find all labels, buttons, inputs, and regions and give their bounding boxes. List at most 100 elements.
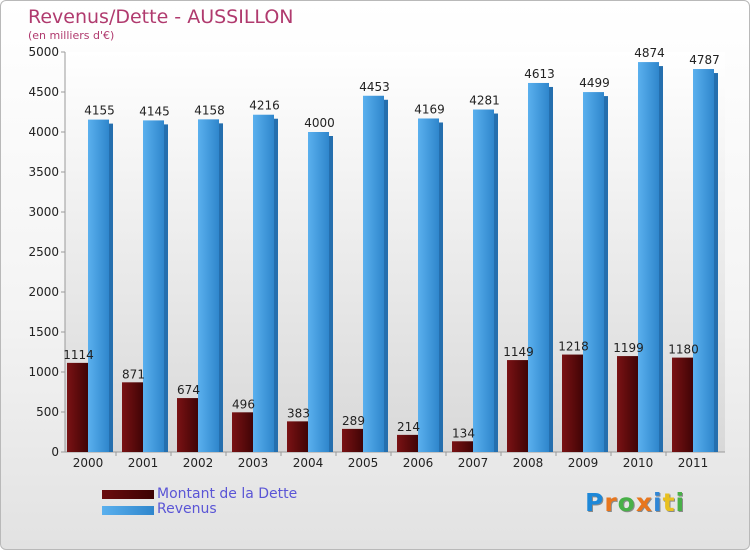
y-tick-label: 500	[36, 405, 59, 419]
logo-letter: P	[585, 488, 605, 517]
logo-letter: x	[635, 488, 653, 517]
data-label-debt: 214	[397, 420, 420, 434]
x-axis: 2000 2001 2002 2003 2004 2005 2006 2007 2008 2009…	[73, 452, 709, 470]
y-tick-label: 0	[51, 445, 59, 459]
bar-revenue-side	[164, 124, 168, 453]
data-label-debt: 496	[232, 397, 255, 411]
y-tick-label: 4500	[28, 85, 59, 99]
bar-revenue-side	[274, 118, 278, 452]
data-label-revenue: 4169	[414, 102, 445, 116]
y-tick-label: 2500	[28, 245, 59, 259]
y-tick-label: 1000	[28, 365, 59, 379]
bar-revenue	[308, 132, 329, 452]
legend-label-revenue: Revenus	[157, 501, 217, 517]
bar-debt	[287, 421, 308, 452]
bar-revenue-side	[604, 96, 608, 452]
bar-revenue	[418, 118, 439, 452]
data-label-revenue: 4874	[634, 46, 665, 60]
bar-debt	[342, 428, 363, 452]
bar-debt	[232, 412, 253, 452]
data-label-revenue: 4281	[469, 94, 500, 108]
plot-area	[65, 52, 725, 452]
logo-letter: i	[675, 488, 686, 517]
bar-debt	[67, 362, 88, 452]
logo-letter: o	[617, 488, 636, 517]
data-label-revenue: 4216	[249, 99, 280, 113]
x-tick-label: 2003	[238, 456, 269, 470]
x-tick-label: 2009	[568, 456, 599, 470]
x-tick-label: 2007	[458, 456, 489, 470]
y-tick-label: 3000	[28, 205, 59, 219]
y-tick-label: 1500	[28, 325, 59, 339]
logo-letter: i	[653, 488, 663, 517]
data-label-revenue: 4499	[579, 76, 610, 90]
chart-subtitle: (en milliers d'€)	[28, 29, 115, 42]
bar-debt	[122, 382, 143, 452]
data-label-debt: 134	[452, 426, 475, 440]
bar-revenue-side	[549, 86, 553, 453]
bar-revenue-side	[714, 73, 718, 452]
bar-revenue-side	[659, 66, 663, 452]
data-label-debt: 1149	[503, 345, 534, 359]
data-label-revenue: 4155	[84, 104, 115, 118]
data-label-revenue: 4613	[524, 67, 555, 81]
x-tick-label: 2001	[128, 456, 159, 470]
bar-revenue	[253, 114, 274, 452]
y-tick-label: 2000	[28, 285, 59, 299]
bar-revenue-side	[384, 99, 388, 452]
data-label-revenue: 4787	[689, 53, 720, 67]
bar-revenue	[638, 62, 659, 453]
legend-swatch-debt	[102, 490, 154, 499]
x-tick-label: 2000	[73, 456, 104, 470]
y-tick-label: 4000	[28, 125, 59, 139]
bar-revenue-side	[219, 123, 223, 453]
x-tick-label: 2008	[513, 456, 544, 470]
y-axis: 0 500 1000 1500 2000 2500 3000 3500 4000 4500 5000	[28, 45, 65, 459]
data-label-debt: 1218	[558, 340, 589, 354]
logo-letter: t	[662, 488, 676, 517]
bar-debt	[617, 356, 638, 452]
bar-revenue-side	[439, 122, 443, 452]
data-label-debt: 383	[287, 406, 310, 420]
y-tick-label: 5000	[28, 45, 59, 59]
logo-letter: r	[604, 488, 618, 517]
proxiti-logo: Proxiti	[585, 488, 685, 517]
data-label-debt: 1180	[668, 343, 699, 357]
data-label-revenue: 4453	[359, 80, 390, 94]
data-label-revenue: 4158	[194, 103, 225, 117]
legend-label-debt: Montant de la Dette	[157, 486, 298, 502]
x-tick-label: 2011	[678, 456, 709, 470]
bar-debt	[672, 357, 693, 452]
bar-revenue-side	[329, 136, 333, 452]
y-tick-label: 3500	[28, 165, 59, 179]
data-label-revenue: 4000	[304, 116, 335, 130]
chart-title: Revenus/Dette - AUSSILLON	[28, 6, 294, 28]
bar-revenue	[143, 120, 164, 453]
data-label-debt: 1199	[613, 341, 644, 355]
bar-revenue	[88, 119, 109, 452]
plot-background	[64, 52, 725, 453]
bar-revenue	[473, 109, 494, 453]
bar-revenue	[693, 69, 714, 452]
bar-revenue	[363, 95, 384, 452]
legend-swatch-revenue	[102, 506, 154, 515]
bar-debt	[397, 434, 418, 452]
bar-revenue	[528, 82, 549, 453]
bar-debt	[177, 398, 198, 452]
x-tick-label: 2005	[348, 456, 379, 470]
bar-debt	[562, 354, 583, 452]
x-tick-label: 2010	[623, 456, 654, 470]
bar-revenue	[583, 92, 604, 452]
data-label-debt: 674	[177, 383, 200, 397]
x-tick-label: 2004	[293, 456, 324, 470]
data-label-revenue: 4145	[139, 104, 170, 118]
bar-revenue-side	[109, 123, 113, 452]
data-label-debt: 1114	[63, 348, 94, 362]
bar-revenue	[198, 119, 219, 453]
bar-debt	[507, 360, 528, 452]
data-label-debt: 289	[342, 414, 365, 428]
data-labels: 4155 1114 4145 871 4158 674 4216 496 4000 383 4453…	[63, 46, 720, 440]
x-tick-label: 2006	[403, 456, 434, 470]
